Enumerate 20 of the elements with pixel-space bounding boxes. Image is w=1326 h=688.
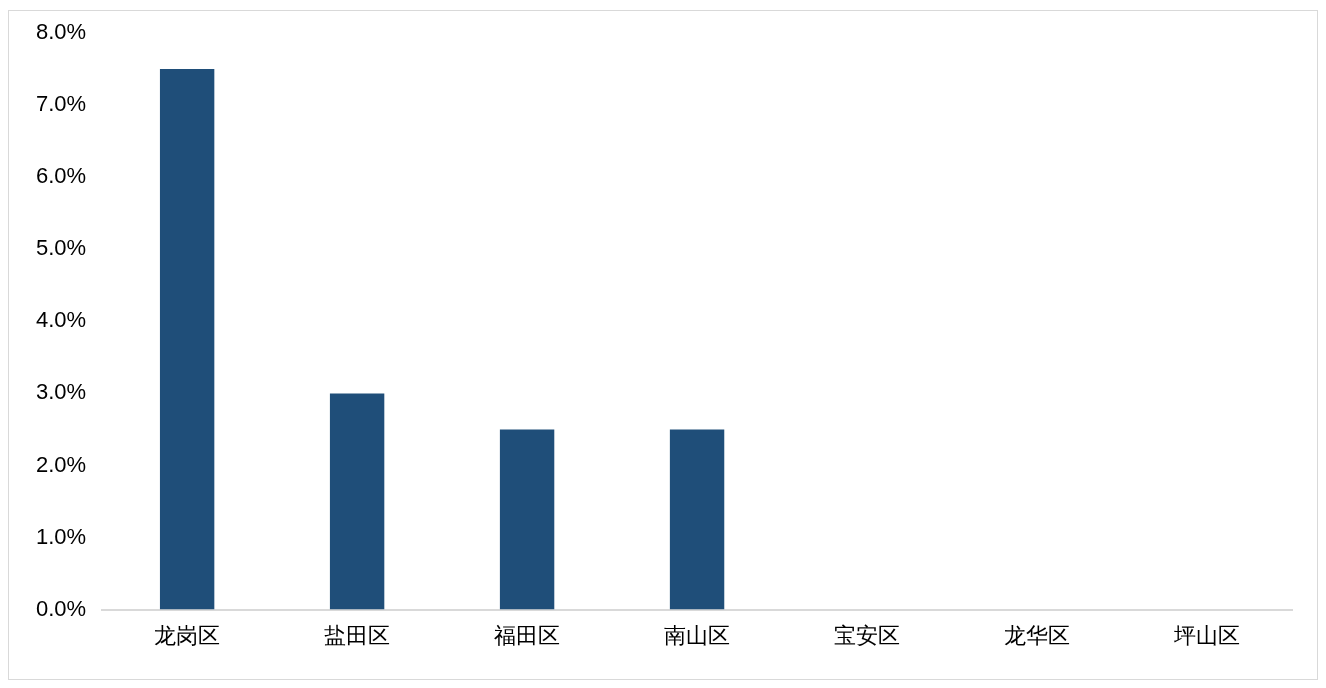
bar: [669, 429, 725, 610]
x-tick-label: 龙岗区: [154, 622, 221, 648]
x-tick-label: 福田区: [494, 622, 561, 648]
x-tick-label: 宝安区: [834, 622, 901, 648]
x-tick-label: 坪山区: [1173, 622, 1241, 648]
bar: [159, 69, 215, 610]
y-tick-label: 1.0%: [35, 523, 87, 549]
y-tick-label: 2.0%: [35, 451, 87, 477]
y-tick-label: 8.0%: [35, 19, 87, 45]
y-tick-label: 5.0%: [35, 235, 87, 261]
bar: [329, 393, 385, 610]
bar: [499, 429, 555, 610]
x-tick-label: 南山区: [664, 622, 731, 648]
y-tick-label: 6.0%: [35, 163, 87, 189]
x-tick-label: 龙华区: [1004, 622, 1071, 648]
y-tick-label: 7.0%: [35, 91, 87, 117]
y-tick-label: 3.0%: [35, 379, 87, 405]
x-tick-label: 盐田区: [324, 622, 391, 648]
y-tick-label: 0.0%: [35, 595, 87, 621]
y-tick-label: 4.0%: [35, 307, 87, 333]
